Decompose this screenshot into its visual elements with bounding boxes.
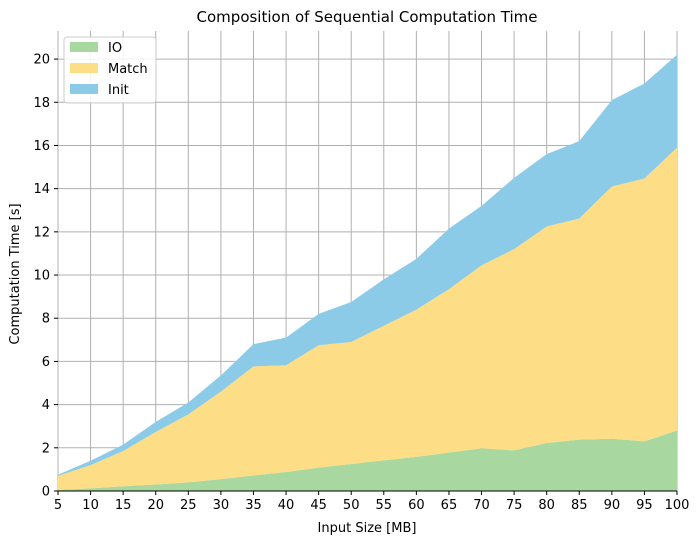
x-tick-label: 45 (310, 498, 327, 513)
legend-swatch-init (70, 84, 98, 94)
y-tick-label: 4 (42, 398, 50, 413)
x-tick-label: 15 (115, 498, 132, 513)
y-tick-label: 18 (33, 96, 50, 111)
y-tick-label: 8 (42, 312, 50, 327)
x-tick-label: 90 (604, 498, 621, 513)
legend-label-io: IO (108, 41, 122, 56)
y-axis-label: Computation Time [s] (8, 203, 23, 344)
x-tick-label: 30 (213, 498, 230, 513)
y-tick-label: 2 (42, 441, 50, 456)
area-series (58, 54, 677, 491)
x-tick-label: 65 (441, 498, 458, 513)
x-tick-label: 80 (538, 498, 555, 513)
x-tick-label: 40 (278, 498, 295, 513)
x-tick-label: 85 (571, 498, 588, 513)
x-tick-label: 55 (376, 498, 393, 513)
x-tick-label: 95 (636, 498, 653, 513)
x-tick-label: 70 (473, 498, 490, 513)
area-match (58, 147, 677, 490)
y-tick-label: 10 (33, 269, 50, 284)
legend-label-init: Init (108, 83, 129, 98)
legend: IO Match Init (63, 36, 157, 104)
legend-swatch-match (70, 63, 98, 73)
y-tick-label: 12 (33, 225, 50, 240)
y-tick-label: 20 (33, 53, 50, 68)
x-tick-label: 35 (245, 498, 262, 513)
legend-label-match: Match (108, 62, 148, 77)
x-tick-label: 5 (54, 498, 62, 513)
x-tick-label: 50 (343, 498, 360, 513)
x-tick-label: 10 (82, 498, 99, 513)
area-io (58, 430, 677, 491)
x-axis-label: Input Size [MB] (318, 521, 417, 536)
legend-swatch-io (70, 42, 98, 52)
y-tick-label: 16 (33, 139, 50, 154)
y-axis: 0 2 4 6 8 10 12 14 16 18 20 (33, 53, 58, 500)
x-tick-label: 75 (506, 498, 523, 513)
x-tick-label: 25 (180, 498, 197, 513)
chart-title: Composition of Sequential Computation Ti… (197, 8, 538, 26)
y-tick-label: 0 (42, 485, 50, 500)
x-tick-label: 20 (147, 498, 164, 513)
x-tick-label: 100 (665, 498, 690, 513)
y-tick-label: 14 (33, 182, 50, 197)
x-tick-label: 60 (408, 498, 425, 513)
x-axis: 5 10 15 20 25 30 35 40 45 50 55 60 65 70 75 80 85 90 95 100 (54, 490, 690, 513)
y-tick-label: 6 (42, 355, 50, 370)
